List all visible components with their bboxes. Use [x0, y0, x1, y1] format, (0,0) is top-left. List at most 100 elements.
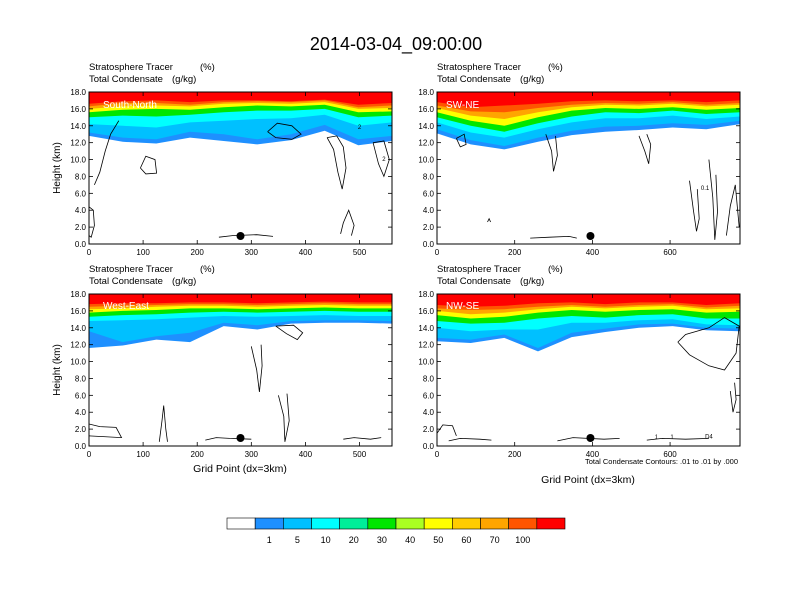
x-tick-label: 0: [87, 450, 92, 459]
y-ticks: 0.0 2.0 4.0 6.0 8.0 10.0 12.0 14.0 16.0 18.0: [70, 88, 392, 249]
y-tick-label: 6.0: [75, 189, 87, 198]
condensate-contour: [677, 317, 740, 371]
panel-label: SW-NE: [446, 100, 479, 111]
panel-nw-se: Stratosphere Tracer (%) Total Condensate…: [418, 264, 741, 486]
panel-tracer-name: Stratosphere Tracer: [89, 264, 173, 275]
condensate-contour: [437, 424, 457, 437]
y-tick-label: 2.0: [75, 425, 87, 434]
panel-tracer-name: Stratosphere Tracer: [437, 62, 521, 73]
y-tick-label: 16.0: [70, 105, 86, 114]
y-tick-label: 6.0: [423, 391, 435, 400]
y-tick-label: 12.0: [418, 139, 434, 148]
colorbar-swatch: [423, 517, 453, 530]
y-tick-label: 14.0: [70, 324, 86, 333]
condensate-contour: [530, 235, 577, 239]
plot-frame: [436, 293, 741, 447]
y-tick-label: 10.0: [70, 358, 86, 367]
contour-note: Total Condensate Contours: .01 to .01 by…: [585, 457, 738, 466]
plot-frame: [436, 91, 741, 245]
contour-labels: 22: [358, 125, 386, 163]
x-tick-label: 500: [353, 450, 367, 459]
condensate-contour: [275, 324, 304, 341]
panel-label: West-East: [103, 301, 149, 312]
condensate-contour: [340, 209, 355, 236]
colorbar-label: 60: [461, 535, 471, 545]
condensate-contour: [158, 405, 168, 442]
condensate-contour: [689, 180, 700, 232]
y-tick-label: 18.0: [70, 88, 86, 97]
colorbar-swatch: [283, 517, 312, 530]
condensate-contour: [448, 437, 492, 442]
x-tick-label: 100: [136, 248, 150, 257]
x-tick-label: 500: [353, 248, 367, 257]
tracer-field: [437, 294, 740, 352]
panel-condensate-name: Total Condensate: [437, 276, 511, 287]
contour-labels: 1 1 D4: [655, 434, 714, 441]
colorbar-swatch: [480, 517, 509, 530]
x-tick-label: 200: [508, 248, 522, 257]
y-tick-label: 4.0: [423, 408, 435, 417]
y-tick-label: 18.0: [418, 88, 434, 97]
panel-condensate-units: (g/kg): [172, 74, 196, 85]
x-tick-label: 400: [299, 450, 313, 459]
condensate-contour: [729, 382, 737, 413]
condensate-contour: [140, 155, 158, 175]
colorbar-swatch: [339, 517, 369, 530]
x-ticks: 0 100 200 300 400 500: [87, 294, 367, 459]
tracer-band-100: [89, 294, 392, 305]
panel-west-east: Stratosphere Tracer (%) Total Condensate…: [52, 264, 393, 475]
colorbar-label: 1: [267, 535, 272, 545]
x-tick-label: 100: [136, 450, 150, 459]
colorbar-label: 50: [433, 535, 443, 545]
panel-sw-ne: Stratosphere Tracer (%) Total Condensate…: [418, 62, 741, 257]
y-tick-label: 0.0: [423, 442, 435, 451]
condensate-contour: [278, 393, 290, 442]
colorbar-label: 30: [377, 535, 387, 545]
x-tick-label: 300: [245, 450, 259, 459]
condensate-contours: [89, 324, 382, 442]
panel-condensate-name: Total Condensate: [437, 74, 511, 85]
y-ticks: 0.0 2.0 4.0 6.0 8.0 10.0 12.0 14.0 16.0 18.0: [70, 290, 392, 451]
contour-label: 2: [382, 157, 386, 163]
x-tick-label: 400: [299, 248, 313, 257]
condensate-contour: [94, 120, 120, 186]
panel-tracer-units: (%): [548, 264, 563, 275]
y-tick-label: 0.0: [75, 240, 87, 249]
condensate-contour: [218, 234, 274, 238]
y-tick-label: 4.0: [75, 408, 87, 417]
y-tick-label: 2.0: [75, 223, 87, 232]
y-tick-label: 16.0: [70, 307, 86, 316]
y-tick-label: 14.0: [70, 122, 86, 131]
condensate-contour: [726, 184, 740, 236]
x-tick-label: 400: [586, 248, 600, 257]
colorbar-label: 20: [349, 535, 359, 545]
condensate-contours: [89, 120, 390, 238]
location-marker: [236, 232, 245, 240]
y-axis-label: Height (km): [52, 344, 63, 396]
condensate-contour: [456, 133, 467, 148]
colorbar-label: 70: [490, 535, 500, 545]
y-tick-label: 2.0: [423, 425, 435, 434]
panel-tracer-name: Stratosphere Tracer: [89, 62, 173, 73]
y-tick-label: 18.0: [418, 290, 434, 299]
contour-label: 1: [655, 435, 659, 441]
panel-tracer-units: (%): [548, 62, 563, 73]
y-tick-label: 0.0: [423, 240, 435, 249]
contour-label: 0.1: [701, 186, 710, 192]
contour-labels: 0.1: [701, 186, 710, 192]
x-tick-label: 200: [508, 450, 522, 459]
tracer-band-100: [89, 92, 392, 105]
condensate-contour: [326, 135, 347, 190]
location-marker: [236, 434, 245, 442]
colorbar-swatch: [226, 517, 256, 530]
y-tick-label: 8.0: [75, 172, 87, 181]
contour-label: D4: [705, 434, 713, 440]
colorbar-swatch: [367, 517, 397, 530]
y-ticks: 0.0 2.0 4.0 6.0 8.0 10.0 12.0 14.0 16.0 18.0: [418, 290, 740, 451]
y-tick-label: 8.0: [75, 374, 87, 383]
panel-condensate-units: (g/kg): [520, 74, 544, 85]
tracer-field: [89, 92, 392, 146]
condensate-contour: [343, 437, 382, 440]
y-tick-label: 0.0: [75, 442, 87, 451]
x-tick-label: 0: [87, 248, 92, 257]
